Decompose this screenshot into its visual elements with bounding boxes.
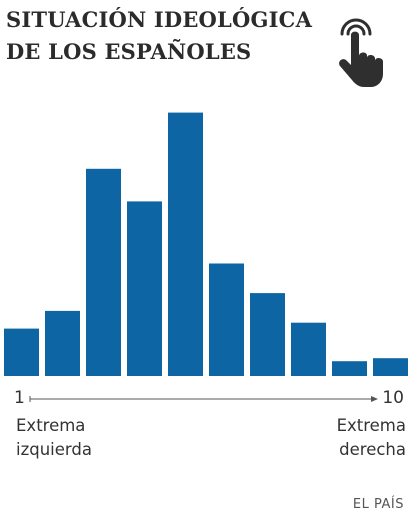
left-extreme-line-1: Extrema	[16, 416, 86, 435]
source-credit: EL PAÍS	[352, 497, 404, 512]
tap-hand-icon[interactable]	[334, 14, 404, 90]
bar-10[interactable]	[373, 358, 408, 376]
tap-ripple-outer	[340, 18, 372, 36]
right-extreme-line-1: Extrema	[336, 416, 406, 435]
axis-arrow-icon	[371, 396, 378, 402]
bar-9[interactable]	[332, 361, 367, 376]
bar-3[interactable]	[86, 168, 121, 376]
left-extreme-label: Extrema izquierda	[16, 414, 92, 462]
bar-group	[4, 112, 408, 377]
title-line-2: DE LOS ESPAÑOLES	[6, 39, 252, 64]
axis-min-label: 1	[14, 388, 25, 408]
axis-max-label: 10	[382, 388, 404, 408]
bar-7[interactable]	[250, 293, 285, 376]
right-extreme-label: Extrema derecha	[337, 414, 406, 462]
tap-ripple-inner	[346, 24, 366, 36]
hand-shape	[339, 31, 383, 87]
title-line-1: SITUACIÓN IDEOLÓGICA	[6, 7, 313, 32]
bar-4[interactable]	[127, 201, 162, 376]
chart-title: SITUACIÓN IDEOLÓGICA DE LOS ESPAÑOLES	[6, 4, 312, 68]
right-extreme-line-2: derecha	[339, 440, 406, 459]
left-extreme-line-2: izquierda	[16, 440, 92, 459]
bar-5[interactable]	[168, 112, 203, 376]
bar-2[interactable]	[45, 310, 80, 376]
bar-6[interactable]	[209, 263, 244, 377]
bar-1[interactable]	[4, 328, 39, 376]
bar-8[interactable]	[291, 322, 326, 376]
